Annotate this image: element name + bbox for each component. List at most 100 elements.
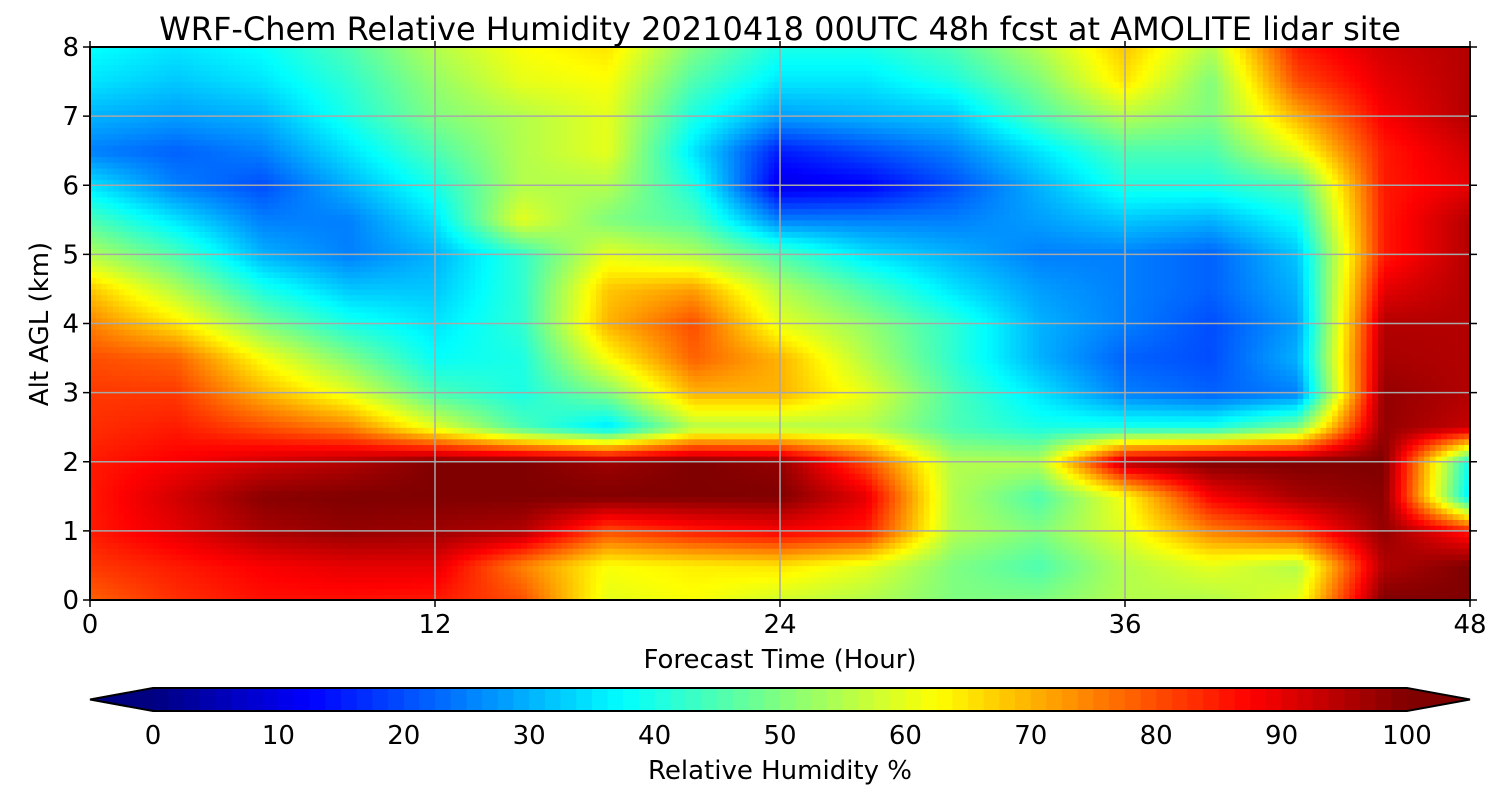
heatmap-cell [768, 588, 775, 595]
heatmap-cell [1349, 530, 1356, 538]
heatmap-cell [1424, 548, 1431, 555]
heatmap-cell [417, 536, 425, 543]
heatmap-cell [521, 507, 528, 515]
heatmap-cell [653, 490, 660, 497]
heatmap-cell [1383, 576, 1391, 584]
heatmap-cell [498, 565, 505, 572]
heatmap-cell [831, 594, 839, 601]
heatmap-cell [176, 565, 183, 572]
heatmap-cell [297, 496, 304, 503]
heatmap-cell [1176, 479, 1184, 486]
heatmap-cell [1044, 513, 1051, 520]
heatmap-cell [1136, 576, 1143, 584]
heatmap-cell [1274, 490, 1281, 497]
heatmap-cell [1343, 582, 1350, 590]
heatmap-cell [107, 507, 114, 515]
heatmap-cell [216, 484, 223, 492]
heatmap-cell [1033, 496, 1040, 503]
heatmap-cell [452, 576, 459, 584]
heatmap-cell [107, 502, 114, 509]
heatmap-cell [670, 565, 678, 572]
heatmap-cell [492, 594, 499, 601]
heatmap-cell [803, 576, 810, 584]
heatmap-cell [187, 559, 195, 567]
heatmap-cell [866, 559, 873, 567]
heatmap-cell [320, 513, 327, 520]
heatmap-cell [745, 479, 752, 486]
heatmap-cell [1171, 571, 1178, 578]
heatmap-cell [90, 548, 97, 555]
heatmap-cell [590, 479, 597, 486]
heatmap-cell [1033, 542, 1040, 549]
heatmap-cell [366, 525, 373, 532]
heatmap-cell [1004, 479, 1011, 486]
heatmap-cell [866, 525, 873, 532]
heatmap-cell [331, 530, 338, 538]
heatmap-cell [492, 536, 499, 543]
heatmap-cell [1090, 553, 1097, 561]
heatmap-cell [394, 502, 402, 509]
heatmap-cell [141, 536, 149, 543]
heatmap-cell [1113, 559, 1120, 567]
heatmap-cell [1332, 536, 1339, 543]
heatmap-cell [245, 536, 252, 543]
heatmap-cell [1332, 548, 1339, 555]
heatmap-cell [803, 565, 810, 572]
heatmap-cell [251, 525, 258, 532]
heatmap-cell [584, 502, 591, 509]
heatmap-cell [1084, 479, 1092, 486]
heatmap-cell [1360, 565, 1368, 572]
heatmap-cell [682, 536, 689, 543]
heatmap-cell [308, 496, 315, 503]
heatmap-cell [567, 571, 574, 578]
heatmap-cell [164, 479, 172, 486]
heatmap-cell [1378, 553, 1385, 561]
heatmap-cell [1326, 530, 1333, 538]
heatmap-cell [946, 553, 954, 561]
heatmap-cell [1320, 553, 1327, 561]
heatmap-cell [164, 530, 172, 538]
heatmap-cell [1464, 582, 1471, 590]
heatmap-cell [1314, 507, 1322, 515]
heatmap-cell [573, 484, 580, 492]
heatmap-cell [1061, 519, 1069, 526]
heatmap-cell [1222, 513, 1230, 520]
heatmap-cell [849, 542, 856, 549]
heatmap-cell [665, 588, 672, 595]
heatmap-cell [1274, 571, 1281, 578]
heatmap-cell [814, 553, 821, 561]
heatmap-cell [1395, 594, 1402, 601]
heatmap-cell [187, 530, 195, 538]
heatmap-cell [768, 571, 775, 578]
heatmap-cell [124, 582, 131, 590]
heatmap-cell [1280, 548, 1287, 555]
heatmap-cell [164, 576, 172, 584]
heatmap-cell [1096, 559, 1103, 567]
heatmap-cell [1274, 553, 1281, 561]
heatmap-cell [199, 548, 206, 555]
heatmap-cell [153, 513, 160, 520]
heatmap-cell [274, 571, 281, 578]
heatmap-cell [256, 594, 264, 601]
heatmap-cell [1079, 576, 1086, 584]
heatmap-cell [153, 536, 160, 543]
heatmap-cell [279, 576, 287, 584]
heatmap-cell [343, 502, 350, 509]
heatmap-cell [469, 553, 476, 561]
heatmap-cell [394, 525, 402, 532]
heatmap-cell [826, 536, 833, 543]
heatmap-cell [757, 496, 764, 503]
heatmap-cell [205, 502, 212, 509]
heatmap-cell [981, 502, 988, 509]
heatmap-cell [837, 479, 844, 486]
heatmap-cell [113, 507, 120, 515]
heatmap-cell [159, 565, 166, 572]
heatmap-cell [285, 525, 292, 532]
heatmap-cell [95, 496, 103, 503]
heatmap-cell [222, 548, 229, 555]
heatmap-cell [814, 542, 821, 549]
heatmap-cell [440, 553, 448, 561]
heatmap-cell [929, 519, 936, 526]
heatmap-cell [705, 502, 712, 509]
heatmap-cell [975, 513, 982, 520]
